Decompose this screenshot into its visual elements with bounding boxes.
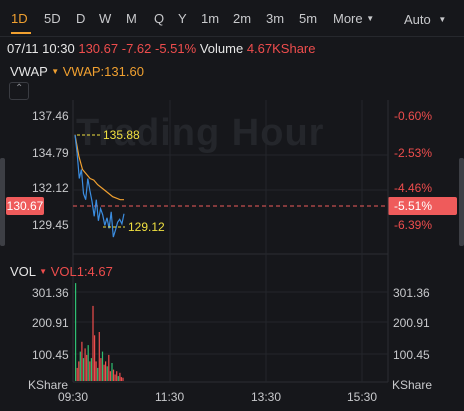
vol-indicator-header[interactable]: VOL ▼ VOL1:4.67	[10, 264, 113, 279]
volume-bar	[92, 305, 94, 381]
period-tab-1d[interactable]: 1D	[11, 11, 28, 26]
period-tab-5d[interactable]: 5D	[44, 11, 61, 26]
volume-bar	[94, 335, 96, 381]
period-tab-1m[interactable]: 1m	[201, 11, 220, 26]
period-tab-m[interactable]: M	[126, 11, 137, 26]
quote-change-pct: -5.51%	[155, 41, 197, 56]
pct-axis-tick: -6.39%	[394, 218, 433, 232]
left-pane-resize-handle[interactable]	[0, 158, 5, 246]
volume-bar	[108, 354, 110, 381]
caret-down-icon: ▼	[438, 15, 447, 24]
volume-bar	[82, 358, 85, 381]
volume-bar	[89, 361, 91, 381]
quote-datetime: 07/11 10:30	[7, 41, 75, 56]
volume-bar	[100, 358, 102, 381]
auto-label: Auto	[404, 12, 431, 27]
low-marker-label: 129.12	[128, 220, 165, 234]
time-axis-tick: 11:30	[155, 390, 185, 404]
vwap-value: VWAP:131.60	[62, 64, 144, 79]
chevron-up-icon: ⌃	[15, 83, 24, 94]
volume-bar	[116, 371, 118, 381]
volume-bar	[90, 358, 92, 381]
vol-axis-tick: 100.45	[393, 348, 430, 362]
vol-axis-tick: 301.36	[393, 286, 430, 300]
more-label: More	[333, 11, 363, 26]
period-tab-5m[interactable]: 5m	[299, 11, 318, 26]
time-axis-tick: 15:30	[347, 390, 378, 404]
volume-bar	[79, 351, 81, 381]
quote-price: 130.67	[78, 41, 119, 56]
time-axis-tick: 09:30	[58, 390, 89, 404]
vol-value: VOL1:4.67	[50, 264, 113, 279]
volume-bar	[98, 332, 100, 381]
volume-bar	[106, 366, 108, 381]
vwap-name: VWAP	[10, 64, 48, 79]
time-axis-tick: 13:30	[251, 390, 282, 404]
period-tab-2m[interactable]: 2m	[233, 11, 252, 26]
price-line	[74, 134, 125, 238]
volume-bar	[120, 377, 122, 381]
volume-bar	[81, 341, 83, 381]
volume-bar	[76, 367, 78, 381]
divider	[0, 36, 464, 37]
high-marker-label: 135.88	[103, 128, 140, 142]
volume-bar	[86, 354, 88, 381]
volume-bar	[95, 361, 97, 381]
volume-bar	[103, 364, 105, 381]
volume-bar	[101, 351, 104, 381]
volume-bar	[75, 283, 77, 381]
vol-name: VOL	[10, 264, 36, 279]
volume-bar	[87, 345, 89, 381]
period-tab-y[interactable]: Y	[178, 11, 187, 26]
trading-hour-watermark: Trading Hour	[76, 112, 325, 154]
period-tab-w[interactable]: W	[99, 11, 112, 26]
volume-bar	[117, 376, 119, 381]
caret-down-icon: ▼	[51, 67, 60, 76]
volume-value: 4.67KShare	[246, 41, 316, 56]
price-axis-tick: 134.79	[32, 146, 69, 160]
caret-down-icon: ▼	[39, 267, 48, 276]
price-axis-tick: 132.12	[32, 181, 69, 195]
right-pane-resize-handle[interactable]	[459, 158, 464, 246]
quote-change: -7.62	[121, 41, 152, 56]
vwap-line	[74, 134, 124, 201]
volume-label: Volume	[199, 41, 244, 56]
vol-axis-unit: KShare	[28, 378, 69, 392]
quote-info-line: 07/11 10:30 130.67 -7.62 -5.51% Volume 4…	[7, 41, 316, 56]
active-period-underline	[11, 32, 31, 34]
pct-axis-tick: -4.46%	[394, 181, 433, 195]
price-axis-tick: 129.45	[32, 218, 69, 232]
pct-axis-tick: -2.53%	[394, 146, 433, 160]
auto-scale-select[interactable]: Auto ▼	[404, 12, 446, 27]
volume-bar	[111, 363, 113, 381]
current-price-tag: 130.67	[6, 197, 44, 215]
collapse-indicator-button[interactable]: ⌃	[9, 82, 29, 100]
vol-axis-tick: 301.36	[32, 286, 69, 300]
volume-bar	[78, 361, 80, 381]
vol-axis-tick: 200.91	[393, 316, 430, 330]
volume-bar	[112, 369, 115, 381]
vwap-indicator-header[interactable]: VWAP ▼ VWAP:131.60	[10, 64, 144, 79]
period-tab-3m[interactable]: 3m	[266, 11, 285, 26]
volume-bar	[105, 361, 107, 381]
more-periods-button[interactable]: More ▼	[333, 11, 374, 26]
period-tab-q[interactable]: Q	[154, 11, 165, 26]
current-pct-tag: -5.51%	[388, 197, 457, 215]
volume-bar	[84, 348, 86, 381]
pct-axis-tick: -0.60%	[394, 109, 433, 123]
vol-axis-unit: KShare	[392, 378, 433, 392]
period-tab-d[interactable]: D	[76, 11, 86, 26]
volume-bar	[122, 377, 124, 381]
volume-bar	[114, 374, 116, 381]
vol-axis-tick: 100.45	[32, 348, 69, 362]
vol-axis-tick: 200.91	[32, 316, 69, 330]
caret-down-icon: ▼	[366, 14, 375, 23]
volume-bar	[97, 367, 99, 381]
price-axis-tick: 137.46	[32, 109, 69, 123]
volume-bar	[109, 371, 111, 381]
volume-bar	[119, 372, 121, 381]
period-bar: 1D 5D D W M Q Y 1m 2m 3m 5m	[0, 0, 464, 36]
